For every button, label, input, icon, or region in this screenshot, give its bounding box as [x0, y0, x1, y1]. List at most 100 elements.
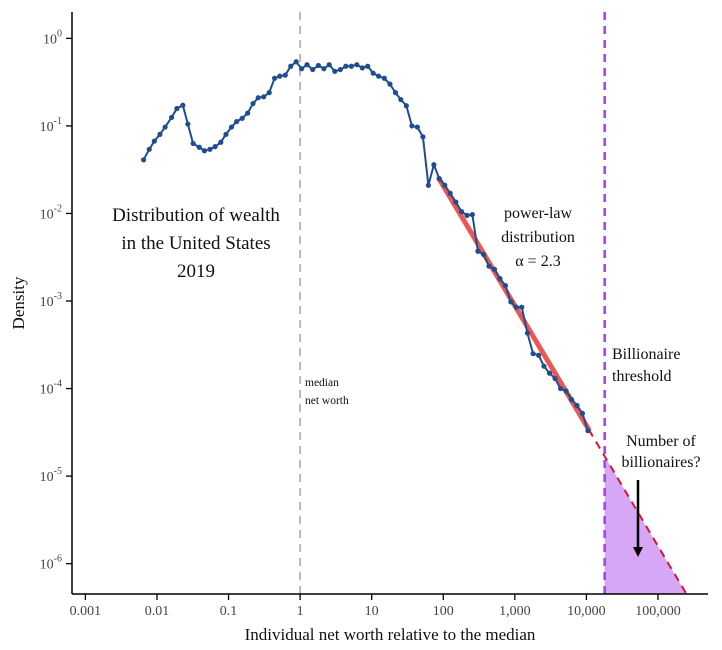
data-point — [140, 157, 147, 163]
x-tick-label: 100,000 — [635, 604, 681, 619]
x-tick-label: 100 — [433, 604, 454, 619]
y-tick-label: 10-1 — [40, 116, 62, 135]
data-point — [508, 299, 514, 305]
data-point — [475, 248, 481, 254]
billionaires-question-line-2: billionaires? — [621, 454, 700, 471]
data-point — [536, 352, 542, 358]
data-point — [304, 62, 310, 68]
median-label-line-2: net worth — [305, 395, 349, 407]
x-axis-ticks: 0.001 0.01 0.1 1 10 100 1,000 10,000 100,000 — [70, 594, 681, 619]
data-point — [332, 68, 338, 74]
y-tick-label: 100 — [43, 28, 62, 47]
x-tick-label: 1 — [297, 604, 304, 619]
data-point — [585, 428, 591, 434]
data-point — [310, 66, 316, 73]
x-tick-label: 0.1 — [220, 604, 238, 619]
data-point — [420, 134, 426, 140]
data-point — [552, 375, 558, 382]
billionaires-question-line-1: Number of — [626, 433, 696, 450]
data-point — [464, 212, 470, 218]
x-axis-title: Individual net worth relative to the med… — [245, 625, 536, 644]
data-point — [282, 72, 288, 78]
data-point — [239, 115, 245, 121]
data-point — [381, 75, 387, 81]
data-point — [398, 96, 404, 103]
x-tick-label: 0.01 — [145, 604, 170, 619]
data-point — [497, 276, 503, 282]
data-point — [212, 144, 218, 150]
data-point — [180, 102, 186, 108]
data-point — [321, 66, 327, 72]
power-law-label-line-2: distribution — [501, 229, 575, 246]
y-tick-label: 10-5 — [40, 466, 62, 485]
data-point — [469, 212, 475, 218]
data-point — [348, 63, 354, 69]
billionaire-tail-area — [604, 456, 687, 594]
data-point — [376, 73, 382, 79]
data-point — [541, 363, 547, 369]
data-point — [255, 95, 261, 101]
data-point — [425, 182, 431, 188]
median-label-line-1: median — [305, 377, 339, 389]
y-tick-label: 10-2 — [40, 203, 62, 222]
wealth-density-points — [140, 59, 591, 434]
data-point — [557, 385, 564, 392]
data-point — [365, 63, 371, 69]
data-point — [315, 62, 321, 69]
data-point — [359, 65, 365, 71]
data-point — [403, 103, 409, 109]
wealth-density-line — [142, 60, 589, 432]
data-point — [228, 124, 235, 130]
data-point — [261, 94, 267, 100]
data-point — [579, 410, 586, 417]
data-point — [245, 110, 251, 116]
x-tick-label: 1,000 — [499, 604, 531, 619]
data-point — [442, 182, 448, 188]
data-point — [354, 62, 360, 68]
data-point — [168, 114, 175, 121]
data-point — [288, 63, 294, 69]
data-point — [293, 59, 299, 65]
chart-title-line-2: in the United States — [121, 233, 270, 254]
data-point — [299, 66, 305, 72]
data-point — [392, 90, 399, 96]
data-point — [431, 162, 437, 168]
data-point — [174, 105, 180, 112]
y-tick-label: 10-6 — [40, 554, 62, 573]
data-point — [524, 330, 531, 336]
data-point — [480, 251, 487, 258]
power-law-label-line-1: power-law — [504, 205, 573, 222]
x-tick-label: 0.001 — [70, 604, 102, 619]
power-law-extrapolation-line — [587, 429, 688, 595]
power-law-alpha-label: α = 2.3 — [515, 253, 560, 270]
data-point — [574, 402, 580, 409]
data-point — [502, 282, 509, 289]
y-tick-label: 10-4 — [40, 379, 62, 398]
data-point — [447, 190, 453, 196]
x-tick-label: 10 — [365, 604, 379, 619]
x-tick-label: 10,000 — [567, 604, 606, 619]
data-point — [370, 70, 376, 76]
data-point — [207, 146, 213, 152]
y-tick-label: 10-3 — [40, 291, 62, 310]
data-point — [458, 208, 465, 215]
data-point — [326, 62, 332, 68]
data-point — [234, 118, 240, 125]
chart-title-line-1: Distribution of wealth — [112, 205, 280, 226]
data-point — [453, 199, 459, 205]
data-point — [190, 140, 196, 147]
data-point — [409, 123, 415, 129]
data-point — [486, 263, 492, 269]
data-point — [568, 396, 575, 403]
data-point — [277, 73, 283, 79]
data-point — [387, 81, 393, 87]
data-point — [196, 144, 202, 150]
data-point — [343, 63, 349, 69]
data-point — [563, 388, 569, 394]
billionaire-label-line-1: Billionaire — [612, 346, 680, 363]
y-axis-title: Density — [9, 276, 28, 329]
data-point — [546, 370, 553, 376]
data-point — [266, 90, 272, 96]
data-point — [414, 124, 420, 130]
